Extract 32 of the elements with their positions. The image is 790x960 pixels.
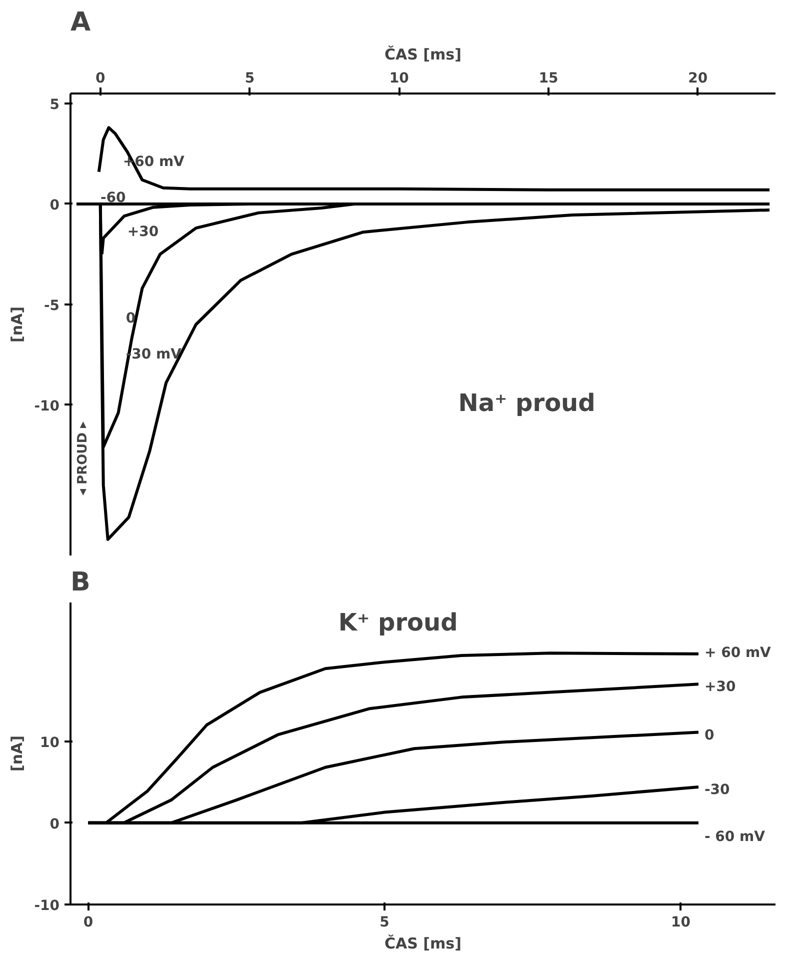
y-tick-label: -10 [34, 898, 60, 914]
x-tick-label: 10 [389, 70, 410, 86]
y-axis-title: [nA] [8, 736, 26, 772]
series-label: 0 [126, 310, 136, 326]
x-tick-label: 5 [380, 914, 390, 930]
x-tick-label: 15 [538, 70, 558, 86]
series-label: +30 [127, 224, 159, 240]
y-tick-label: 10 [40, 734, 60, 751]
y-tick-label: 5 [50, 97, 60, 114]
chart-title: B [70, 568, 90, 598]
series-label: +30 [704, 679, 736, 696]
y-axis-title: [nA] [8, 306, 26, 342]
series-label: - 60 mV [704, 828, 766, 845]
series-label: -30 [704, 782, 730, 798]
x-tick-label: 0 [83, 914, 94, 930]
y-tick-label: -5 [44, 298, 60, 314]
y-tick-label: 0 [50, 197, 60, 214]
annotation: Na⁺ proud [458, 388, 596, 417]
series-label: + 60 mV [704, 644, 772, 661]
x-tick-label: 10 [670, 914, 691, 930]
x-axis-title: ČAS [ms] [384, 46, 462, 64]
x-tick-label: 20 [688, 70, 708, 86]
series-label: 0 [704, 727, 714, 744]
annotation: K⁺ proud [338, 608, 458, 636]
x-tick-label: 5 [244, 70, 255, 86]
x-axis-title: ČAS [ms] [384, 934, 462, 952]
y-tick-label: 0 [50, 816, 60, 832]
annotation: ◂ PROUD ▸ [76, 420, 90, 496]
chart-title: A [70, 8, 91, 38]
legend-label: -60 [100, 190, 126, 206]
y-tick-label: -10 [34, 398, 60, 414]
x-tick-label: 0 [96, 70, 106, 86]
